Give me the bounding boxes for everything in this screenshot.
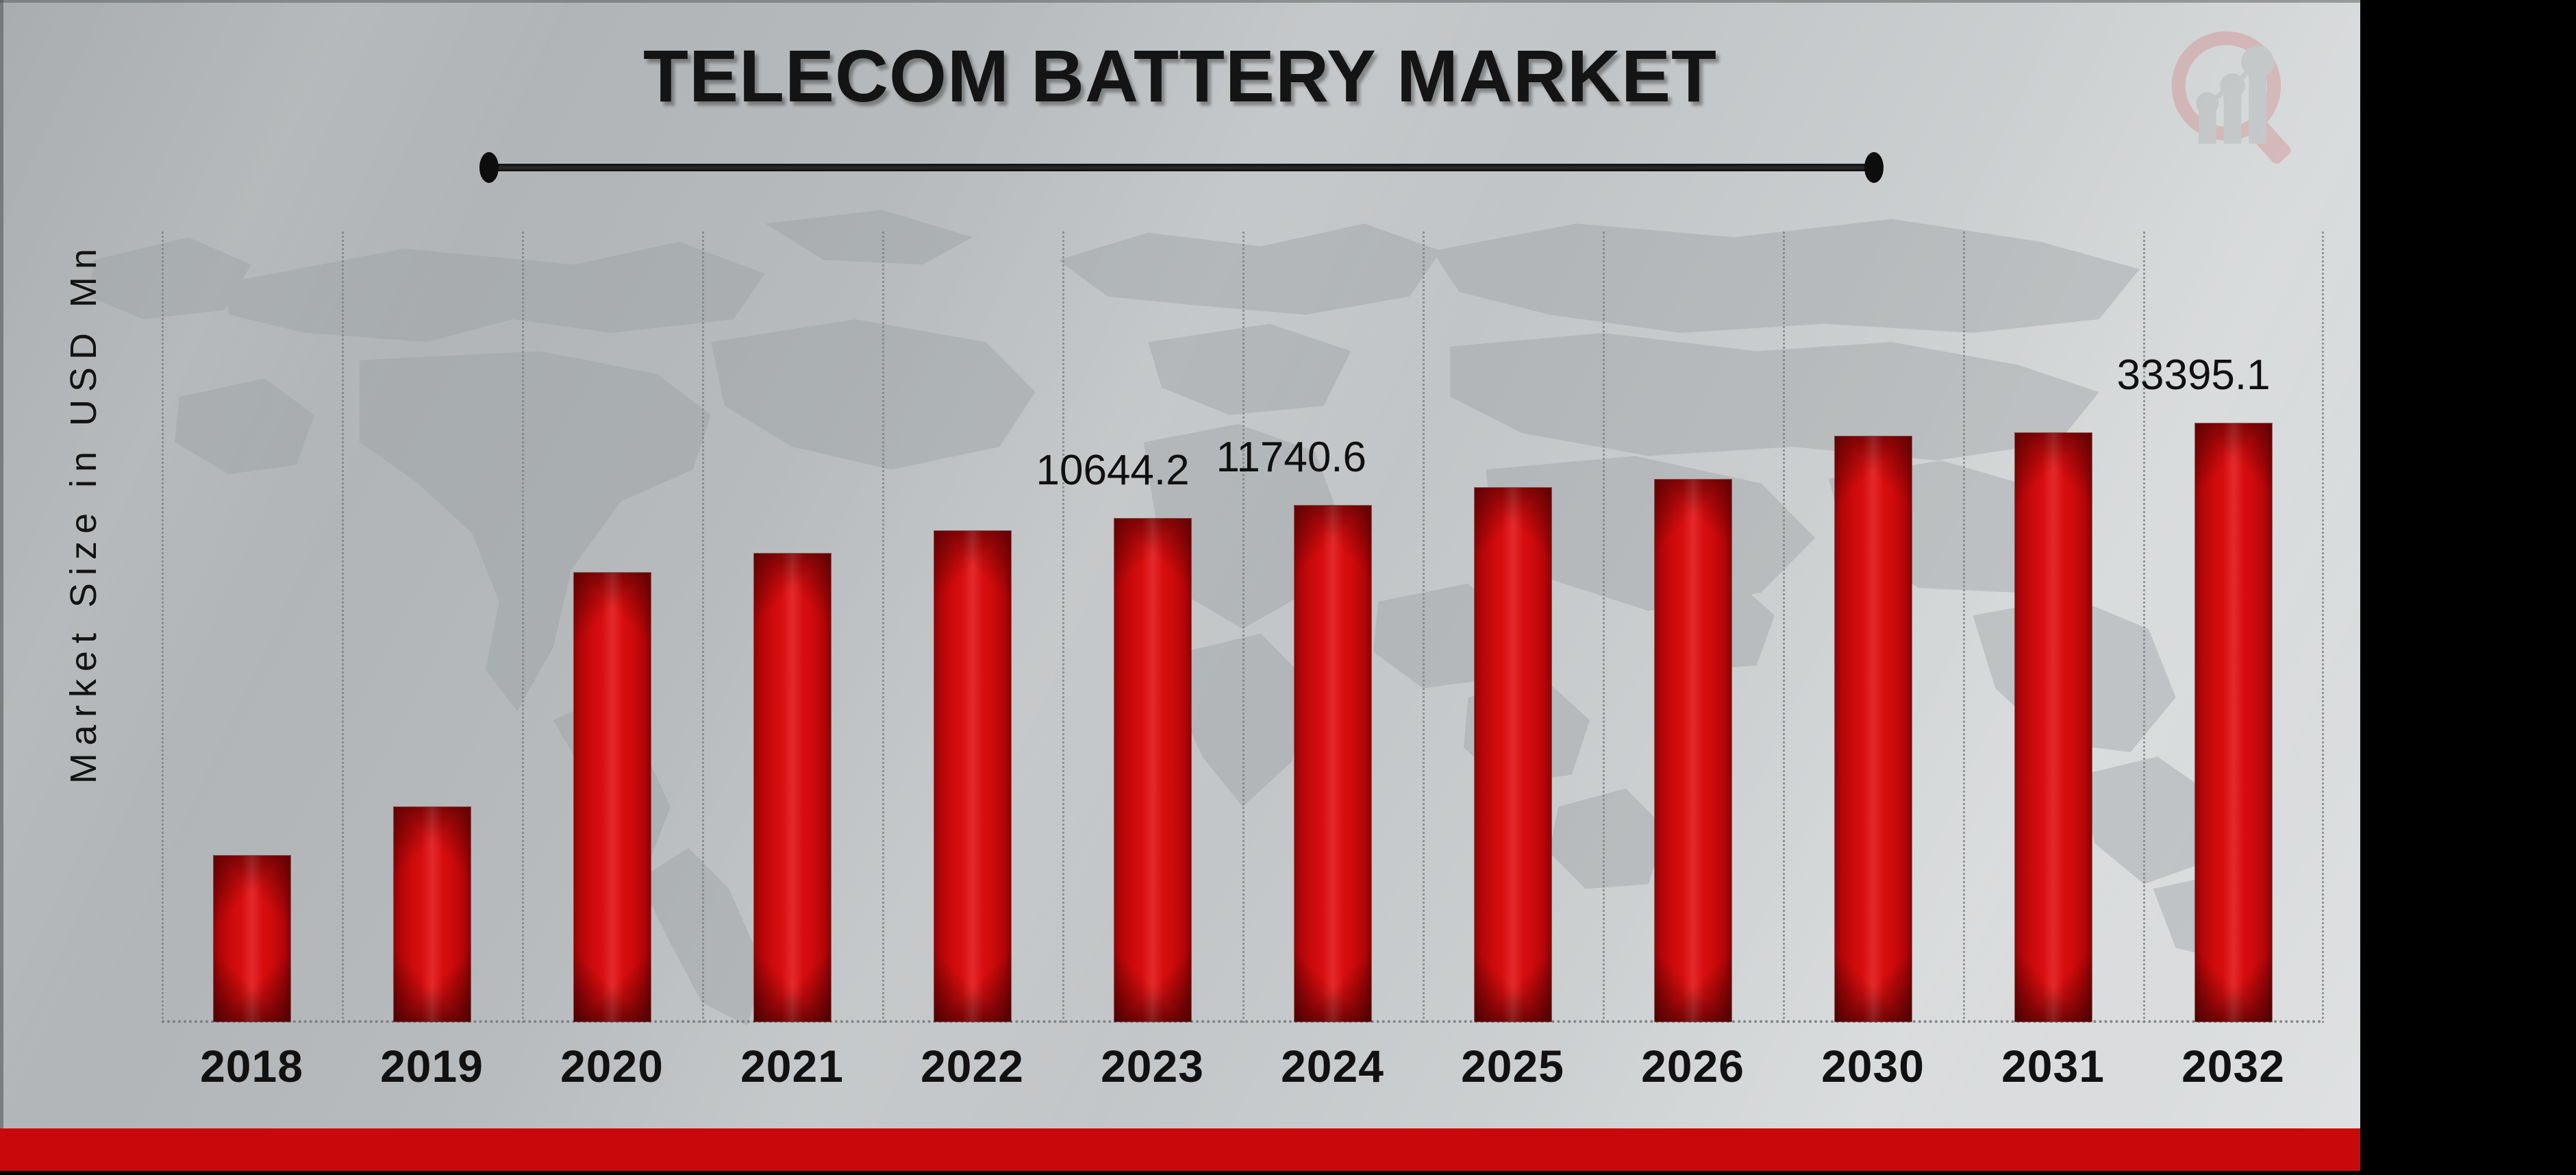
bar-bottom-bevel <box>753 945 831 1022</box>
bar-top-bevel <box>1474 488 1551 565</box>
chart-gridline <box>2143 232 2145 1023</box>
chart-gridline <box>342 232 344 1023</box>
bar-2020[interactable] <box>573 573 651 1022</box>
bar-2019[interactable] <box>393 807 471 1022</box>
world-map-watermark <box>89 210 2257 1026</box>
bar-gloss <box>934 531 1011 1022</box>
bar-2021[interactable] <box>753 554 831 1022</box>
bar-gloss <box>393 807 471 1022</box>
bar-2032[interactable] <box>2194 423 2272 1022</box>
chart-gridline <box>882 232 884 1023</box>
page-title: TELECOM BATTERY MARKET <box>643 34 1717 117</box>
bar-body <box>2194 423 2272 1022</box>
bar-bottom-bevel <box>934 945 1011 1022</box>
bar-value-label-2023: 10644.2 <box>1036 447 1190 494</box>
bar-body <box>2014 433 2092 1022</box>
bar-2022[interactable] <box>934 531 1011 1022</box>
bar-2018[interactable] <box>213 856 290 1022</box>
x-axis-label-2026: 2026 <box>1641 1041 1745 1091</box>
title-decorative-rule <box>479 152 1884 183</box>
x-axis-label-2025: 2025 <box>1461 1041 1564 1091</box>
rule-dot-left <box>479 152 499 183</box>
bar-top-bevel <box>573 573 651 650</box>
bar-gloss <box>213 856 290 1022</box>
bar-bottom-bevel <box>2194 945 2272 1022</box>
bar-gloss <box>2194 423 2272 1022</box>
bar-gloss <box>1114 519 1191 1022</box>
bar-top-bevel <box>2014 433 2092 510</box>
x-axis-label-2030: 2030 <box>1821 1041 1925 1091</box>
x-axis-label-2023: 2023 <box>1101 1041 1204 1091</box>
bar-body <box>1294 506 1371 1022</box>
left-edge-border <box>0 0 3 1175</box>
bar-bottom-bevel <box>573 945 651 1022</box>
chart-gridline <box>1423 232 1425 1023</box>
y-axis-title: Market Size in USD Mn <box>63 240 104 784</box>
chart-gridline <box>1783 232 1785 1023</box>
bar-top-bevel <box>934 531 1011 608</box>
chart-gridline <box>522 232 524 1023</box>
bar-gloss <box>753 554 831 1022</box>
bar-value-label-2024: 11740.6 <box>1216 434 1367 481</box>
bar-2030[interactable] <box>1834 436 1912 1022</box>
bar-top-bevel <box>393 807 471 884</box>
bar-2025[interactable] <box>1474 488 1551 1022</box>
bar-bottom-bevel <box>213 945 290 1022</box>
bar-body <box>1474 488 1551 1022</box>
bar-body <box>1834 436 1912 1022</box>
x-axis-label-2022: 2022 <box>921 1041 1024 1091</box>
bar-body <box>934 531 1011 1022</box>
bar-top-bevel <box>1834 436 1912 513</box>
bar-gloss <box>1834 436 1912 1022</box>
bar-gloss <box>1654 480 1731 1022</box>
slide-canvas: TELECOM BATTERY MARKET Market Size in US… <box>0 0 2360 1175</box>
footer-accent-bar <box>0 1128 2360 1171</box>
bar-2031[interactable] <box>2014 433 2092 1022</box>
bar-top-bevel <box>2194 423 2272 500</box>
bar-bottom-bevel <box>1474 945 1551 1022</box>
bar-2026[interactable] <box>1654 480 1731 1022</box>
chart-gridline <box>1963 232 1965 1023</box>
chart-gridline <box>1242 232 1245 1023</box>
bar-value-label-2032: 33395.1 <box>2116 351 2271 399</box>
chart-gridline <box>1062 232 1064 1023</box>
bar-bottom-bevel <box>393 945 471 1022</box>
x-axis-label-2024: 2024 <box>1281 1041 1384 1091</box>
x-axis-label-2021: 2021 <box>740 1041 844 1091</box>
rule-dot-right <box>1864 152 1884 183</box>
bar-gloss <box>1294 506 1371 1022</box>
bar-bottom-bevel <box>1114 945 1191 1022</box>
bar-top-bevel <box>1294 506 1371 582</box>
chart-gridline <box>1603 232 1605 1023</box>
footer-bottom-edge <box>0 1171 2360 1175</box>
chart-gridline <box>162 232 164 1023</box>
x-axis-label-2020: 2020 <box>560 1041 664 1091</box>
bar-gloss <box>2014 433 2092 1022</box>
bar-body <box>1654 480 1731 1022</box>
bar-top-bevel <box>1114 519 1191 595</box>
bar-2023[interactable] <box>1114 519 1191 1022</box>
bar-bottom-bevel <box>2014 945 2092 1022</box>
bar-2024[interactable] <box>1294 506 1371 1022</box>
bar-bottom-bevel <box>1834 945 1912 1022</box>
bar-body <box>1114 519 1191 1022</box>
bar-gloss <box>573 573 651 1022</box>
top-edge-border <box>0 0 2360 3</box>
x-axis-label-2031: 2031 <box>2001 1041 2105 1091</box>
bar-top-bevel <box>1654 480 1731 556</box>
bar-body <box>753 554 831 1022</box>
bar-bottom-bevel <box>1654 945 1731 1022</box>
chart-gridline <box>702 232 704 1023</box>
bar-top-bevel <box>753 554 831 630</box>
bar-top-bevel <box>213 856 290 932</box>
x-axis-label-2019: 2019 <box>380 1041 484 1091</box>
chart-plot-area: 10644.2 11740.6 33395.1 <box>162 232 2324 1023</box>
x-axis-label-2032: 2032 <box>2181 1041 2285 1091</box>
chart-gridline <box>2322 232 2324 1023</box>
x-axis-label-2018: 2018 <box>200 1041 303 1091</box>
bar-gloss <box>1474 488 1551 1022</box>
bar-bottom-bevel <box>1294 945 1371 1022</box>
magnifier-bar-chart-logo-icon <box>2171 31 2291 164</box>
